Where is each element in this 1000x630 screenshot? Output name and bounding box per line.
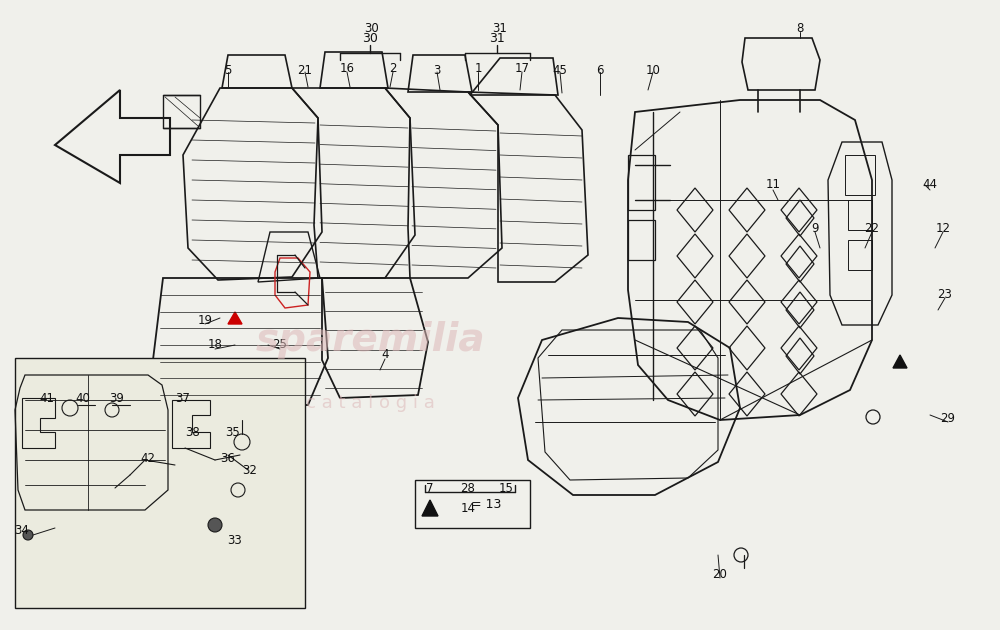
Text: 7: 7: [426, 481, 434, 495]
Text: 21: 21: [298, 64, 312, 76]
Text: 41: 41: [40, 391, 54, 404]
Text: 19: 19: [198, 314, 212, 326]
Circle shape: [208, 518, 222, 532]
Text: 32: 32: [243, 464, 257, 476]
Text: 16: 16: [340, 62, 354, 74]
Circle shape: [23, 530, 33, 540]
Text: 25: 25: [273, 338, 287, 352]
Text: 10: 10: [646, 64, 660, 76]
Text: 2: 2: [389, 62, 397, 74]
Polygon shape: [228, 312, 242, 324]
Text: 20: 20: [713, 568, 727, 581]
Text: 37: 37: [176, 391, 190, 404]
Text: 15: 15: [499, 481, 513, 495]
Text: 3: 3: [433, 64, 441, 76]
Text: 45: 45: [553, 64, 567, 76]
Text: 22: 22: [864, 222, 880, 234]
Text: 31: 31: [493, 21, 507, 35]
Text: 14: 14: [460, 501, 476, 515]
Text: 17: 17: [514, 62, 530, 74]
Text: 12: 12: [936, 222, 950, 234]
Text: 33: 33: [228, 534, 242, 546]
Text: 8: 8: [796, 21, 804, 35]
FancyBboxPatch shape: [15, 358, 305, 608]
Text: 5: 5: [224, 64, 232, 76]
Text: 36: 36: [221, 452, 235, 464]
Text: 39: 39: [110, 391, 124, 404]
Text: 4: 4: [381, 348, 389, 362]
Text: c a t a l o g i a: c a t a l o g i a: [306, 394, 434, 412]
Text: 23: 23: [938, 289, 952, 302]
Text: = 13: = 13: [471, 498, 501, 510]
Text: 30: 30: [365, 21, 379, 35]
Text: 29: 29: [940, 411, 956, 425]
Text: 44: 44: [922, 178, 938, 192]
Text: 31: 31: [489, 33, 505, 45]
Text: 30: 30: [362, 33, 378, 45]
Polygon shape: [422, 500, 438, 516]
Text: 6: 6: [596, 64, 604, 76]
Text: 34: 34: [15, 524, 29, 537]
Text: sparemilia: sparemilia: [255, 321, 485, 359]
Text: 11: 11: [766, 178, 780, 192]
Text: 18: 18: [208, 338, 222, 352]
Text: 40: 40: [76, 391, 90, 404]
Text: 9: 9: [811, 222, 819, 234]
Text: 1: 1: [474, 62, 482, 74]
Polygon shape: [893, 355, 907, 368]
Text: 28: 28: [461, 481, 475, 495]
Text: 35: 35: [226, 425, 240, 438]
Text: 38: 38: [186, 425, 200, 438]
Text: 42: 42: [140, 452, 156, 464]
